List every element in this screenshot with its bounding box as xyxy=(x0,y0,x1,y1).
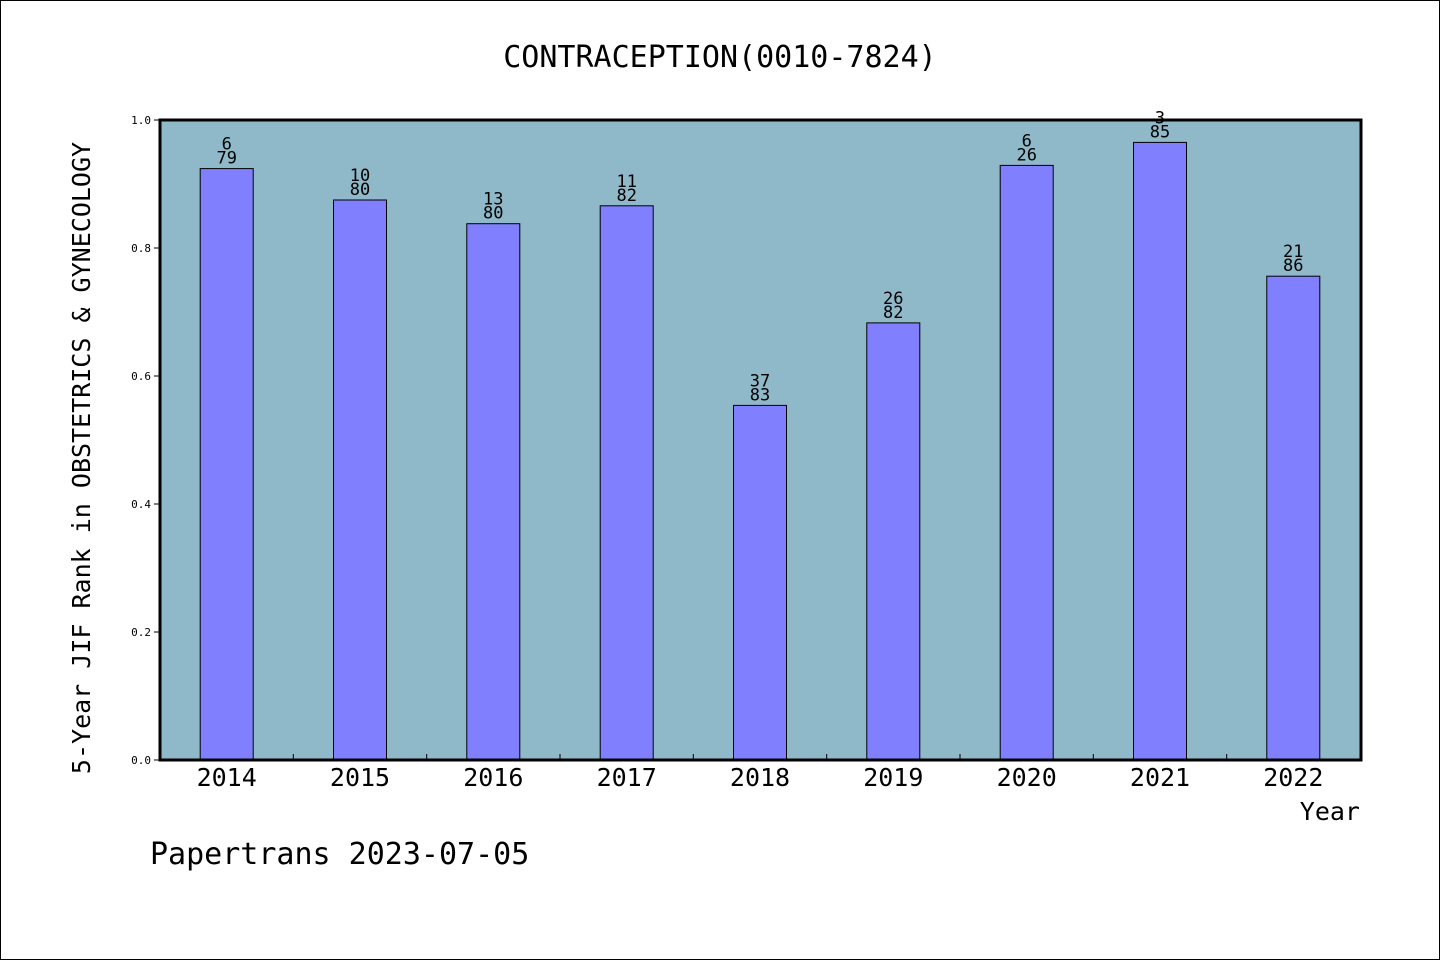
bar-label-total-2017: 82 xyxy=(616,186,636,206)
bar-label-total-2015: 80 xyxy=(350,180,370,200)
x-tick-label-2020: 2020 xyxy=(997,763,1057,792)
bar-label-total-2014: 79 xyxy=(216,149,236,169)
bar-2021 xyxy=(1133,141,1187,761)
y-axis: 0.0 0.2 0.4 0.6 0.8 1.0 xyxy=(131,114,160,767)
y-tick-label-0.0: 0.0 xyxy=(131,754,151,767)
y-tick-label-0.2: 0.2 xyxy=(131,626,151,639)
x-tick-label-2017: 2017 xyxy=(597,763,657,792)
y-axis-label: 5-Year JIF Rank in OBSTETRICS & GYNECOLO… xyxy=(67,142,96,774)
footer-credit: Papertrans 2023-07-05 xyxy=(150,837,529,872)
bar-2019 xyxy=(866,322,921,761)
bar-label-total-2019: 82 xyxy=(883,303,903,323)
chart-title: CONTRACEPTION(0010-7824) xyxy=(503,40,936,75)
bar-2017 xyxy=(599,205,654,761)
y-tick-label-1.0: 1.0 xyxy=(131,114,151,127)
bar-label-rank-2020: 6 xyxy=(1022,131,1032,151)
bar-label-total-2020: 26 xyxy=(1016,145,1036,165)
x-tick-label-2016: 2016 xyxy=(463,763,523,792)
x-axis: 2014 2015 2016 2017 2018 2019 2020 2021 2022 xyxy=(197,754,1323,792)
x-tick-label-2019: 2019 xyxy=(863,763,923,792)
bar-label-total-2021: 85 xyxy=(1150,122,1170,142)
bar-2016 xyxy=(466,223,521,761)
bar-2015 xyxy=(333,199,387,761)
bar-label-rank-2018: 37 xyxy=(750,371,770,391)
y-tick-label-0.4: 0.4 xyxy=(131,498,151,511)
x-tick-label-2018: 2018 xyxy=(730,763,790,792)
bar-label-total-2018: 83 xyxy=(750,385,770,405)
x-tick-label-2014: 2014 xyxy=(197,763,257,792)
bar-label-rank-2022: 21 xyxy=(1283,242,1303,262)
bar-label-rank-2017: 11 xyxy=(616,172,636,192)
plot-border xyxy=(158,118,1363,762)
x-tick-label-2021: 2021 xyxy=(1130,763,1190,792)
bar-label-total-2016: 80 xyxy=(483,204,503,224)
x-tick-label-2022: 2022 xyxy=(1263,763,1323,792)
bar-label-rank-2021: 3 xyxy=(1155,108,1165,128)
bar-label-rank-2014: 6 xyxy=(222,135,232,155)
bar-label-rank-2016: 13 xyxy=(483,190,503,210)
x-axis-label: Year xyxy=(1300,797,1360,826)
bar-label-rank-2019: 26 xyxy=(883,289,903,309)
bar-2018 xyxy=(733,404,787,761)
y-tick-label-0.8: 0.8 xyxy=(131,242,151,255)
bar-2014 xyxy=(199,168,254,761)
x-tick-label-2015: 2015 xyxy=(330,763,390,792)
bar-2020 xyxy=(999,164,1054,761)
bar-2022 xyxy=(1266,275,1321,761)
y-tick-label-0.6: 0.6 xyxy=(131,370,151,383)
bar-label-rank-2015: 10 xyxy=(350,166,370,186)
bar-label-total-2022: 86 xyxy=(1283,256,1303,276)
